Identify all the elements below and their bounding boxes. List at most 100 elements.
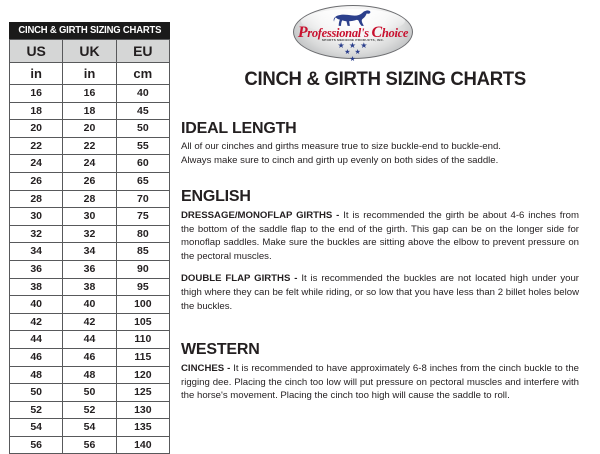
cell-us: 30 <box>8 207 64 226</box>
cell-eu: 70 <box>115 189 171 209</box>
cell-eu: 45 <box>115 101 171 121</box>
cell-us: 20 <box>8 119 64 138</box>
content-column: Professional's Choice SPORTS MEDICINE PR… <box>181 0 590 429</box>
cell-uk: 28 <box>62 189 117 209</box>
cell-eu: 130 <box>115 400 171 420</box>
table-row: 30 30 75 <box>8 207 171 226</box>
cell-us: 42 <box>8 312 64 332</box>
table-row: 26 26 65 <box>8 171 171 191</box>
cell-us: 24 <box>8 154 64 173</box>
cell-eu: 100 <box>115 295 171 314</box>
cell-us: 52 <box>8 400 64 420</box>
cell-us: 26 <box>8 171 64 191</box>
logo-brand-p: P <box>297 24 308 41</box>
table-row: 44 44 110 <box>8 330 171 349</box>
cell-eu: 115 <box>115 347 171 367</box>
table-header-row: US UK EU <box>8 39 171 63</box>
table-row: 46 46 115 <box>8 347 171 367</box>
cell-eu: 75 <box>115 207 171 226</box>
body-cinches: It is recommended to have approximately … <box>181 363 579 402</box>
cell-eu: 65 <box>115 171 171 191</box>
cell-uk: 44 <box>62 330 117 349</box>
cell-uk: 52 <box>62 400 117 420</box>
cell-uk: 48 <box>62 365 117 385</box>
cell-us: 34 <box>8 242 64 261</box>
table-row: 22 22 55 <box>8 136 171 156</box>
sizing-chart-page: CINCH & GIRTH SIZING CHARTS US UK EU in … <box>8 0 590 454</box>
brand-logo: Professional's Choice SPORTS MEDICINE PR… <box>293 5 413 63</box>
sizing-table-panel: CINCH & GIRTH SIZING CHARTS US UK EU in … <box>8 22 171 454</box>
cell-uk: 22 <box>62 136 117 156</box>
table-row: 16 16 40 <box>8 84 171 103</box>
cell-eu: 110 <box>115 330 171 349</box>
table-row: 36 36 90 <box>8 259 171 279</box>
label-cinches: CINCHES - <box>181 363 234 374</box>
section-ideal-length: IDEAL LENGTH All of our cinches and girt… <box>181 120 579 167</box>
cell-eu: 140 <box>115 435 171 454</box>
column-header-us: US <box>8 39 64 63</box>
cell-uk: 56 <box>62 435 117 454</box>
section-heading-english: ENGLISH <box>181 188 251 205</box>
logo-brand-part2: hoice <box>381 26 409 40</box>
logo-brand-c: C <box>371 24 383 41</box>
paragraph-dressage-monoflap-girths: DRESSAGE/MONOFLAP GIRTHS - It is recomme… <box>181 209 579 263</box>
cell-uk: 30 <box>62 207 117 226</box>
cell-eu: 55 <box>115 136 171 156</box>
logo-stars-row-2: ★ ★ <box>344 49 362 56</box>
horse-icon <box>333 10 371 26</box>
body-double-flap-girths: It is recommended the buckles are not lo… <box>181 273 579 312</box>
cell-uk: 38 <box>62 277 117 297</box>
cell-us: 50 <box>8 383 64 402</box>
paragraph-double-flap-girths: DOUBLE FLAP GIRTHS - It is recommended t… <box>181 272 579 313</box>
cell-uk: 42 <box>62 312 117 332</box>
column-header-eu: EU <box>115 39 171 63</box>
cell-uk: 34 <box>62 242 117 261</box>
cell-eu: 90 <box>115 259 171 279</box>
cell-us: 48 <box>8 365 64 385</box>
body-dressage-monoflap-girths: It is recommended the girth be about 4-6… <box>181 210 579 262</box>
table-row: 50 50 125 <box>8 383 171 402</box>
section-heading-western: WESTERN <box>181 341 260 358</box>
sizing-table-banner-label: CINCH & GIRTH SIZING CHARTS <box>18 25 161 36</box>
table-units-row: in in cm <box>8 62 171 85</box>
cell-eu: 40 <box>115 84 171 103</box>
unit-eu: cm <box>115 62 171 85</box>
logo-stars-row-1: ★ ★ ★ <box>337 41 369 50</box>
cell-eu: 105 <box>115 312 171 332</box>
table-row: 40 40 100 <box>8 295 171 314</box>
cell-us: 44 <box>8 330 64 349</box>
cell-uk: 36 <box>62 259 117 279</box>
table-row: 28 28 70 <box>8 189 171 209</box>
column-header-uk: UK <box>62 39 117 63</box>
ideal-length-line-2: Always make sure to cinch and girth up e… <box>181 154 499 166</box>
cell-us: 54 <box>8 418 64 437</box>
section-western: WESTERN CINCHES - It is recommended to h… <box>181 341 579 403</box>
cell-us: 28 <box>8 189 64 209</box>
sizing-table-banner: CINCH & GIRTH SIZING CHARTS <box>9 22 170 39</box>
paragraph-cinches: CINCHES - It is recommended to have appr… <box>181 362 579 403</box>
ideal-length-line-1: All of our cinches and girths measure tr… <box>181 141 501 152</box>
cell-uk: 32 <box>62 224 117 244</box>
table-row: 20 20 50 <box>8 119 171 138</box>
cell-eu: 60 <box>115 154 171 173</box>
logo-stars-row-3: ★ <box>349 56 357 63</box>
cell-us: 56 <box>8 435 64 454</box>
cell-eu: 80 <box>115 224 171 244</box>
table-row: 24 24 60 <box>8 154 171 173</box>
table-row: 52 52 130 <box>8 400 171 420</box>
cell-us: 32 <box>8 224 64 244</box>
table-row: 54 54 135 <box>8 418 171 437</box>
label-dressage-monoflap-girths: DRESSAGE/MONOFLAP GIRTHS - <box>181 210 344 221</box>
page-title-text: CINCH & GIRTH SIZING CHARTS <box>244 68 527 90</box>
cell-uk: 24 <box>62 154 117 173</box>
table-row: 34 34 85 <box>8 242 171 261</box>
logo-oval-background <box>293 5 413 59</box>
cell-us: 16 <box>8 84 64 103</box>
table-row: 38 38 95 <box>8 277 171 297</box>
cell-uk: 16 <box>62 84 117 103</box>
cell-eu: 120 <box>115 365 171 385</box>
table-row: 18 18 45 <box>8 101 171 121</box>
logo-tagline: SPORTS MEDICINE PRODUCTS, INC. <box>321 38 385 42</box>
cell-eu: 125 <box>115 383 171 402</box>
logo-stars: ★ ★ ★ ★ ★ ★ <box>293 41 413 64</box>
